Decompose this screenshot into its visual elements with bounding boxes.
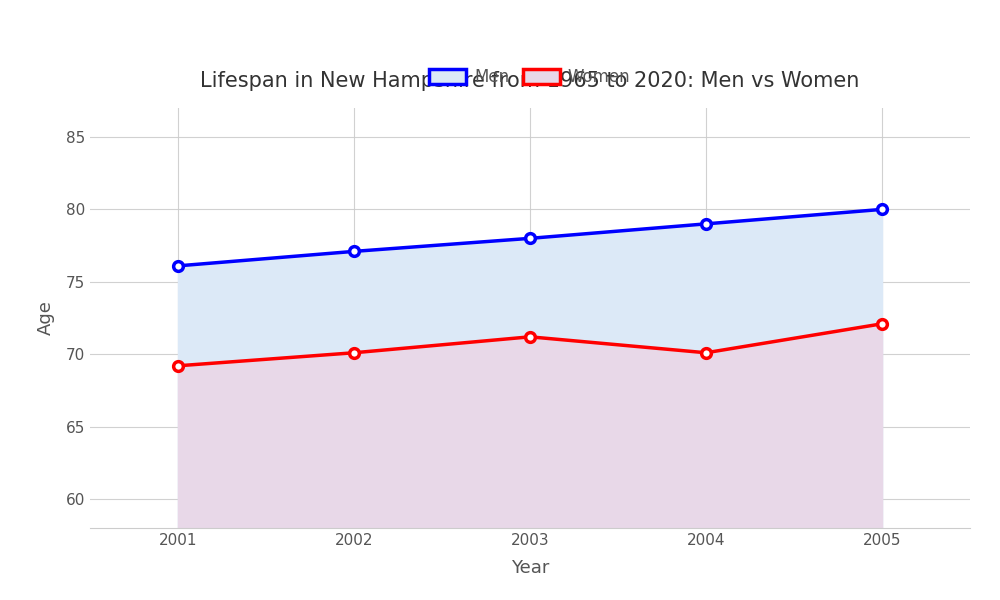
Title: Lifespan in New Hampshire from 1965 to 2020: Men vs Women: Lifespan in New Hampshire from 1965 to 2…	[200, 71, 860, 91]
Y-axis label: Age: Age	[37, 301, 55, 335]
Legend: Men, Women: Men, Women	[423, 62, 637, 93]
X-axis label: Year: Year	[511, 559, 549, 577]
